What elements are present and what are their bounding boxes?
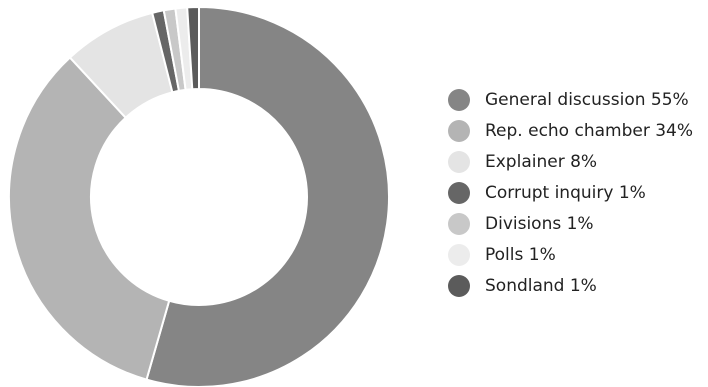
legend-swatch-explainer bbox=[448, 150, 470, 173]
donut-slices bbox=[8, 5, 390, 387]
donut-slice-sondland bbox=[186, 5, 200, 91]
legend-item-explainer: Explainer 8% bbox=[448, 146, 706, 177]
legend-swatch-general-discussion bbox=[448, 88, 470, 111]
legend-item-corrupt-inquiry: Corrupt inquiry 1% bbox=[448, 177, 706, 208]
legend-swatch-sondland bbox=[448, 274, 470, 297]
legend-label-general-discussion: General discussion 55% bbox=[485, 89, 689, 110]
legend-label-sondland: Sondland 1% bbox=[485, 275, 597, 296]
legend-label-explainer: Explainer 8% bbox=[485, 151, 598, 172]
legend-item-rep-echo-chamber: Rep. echo chamber 34% bbox=[448, 115, 706, 146]
legend-item-polls: Polls 1% bbox=[448, 239, 706, 270]
legend-label-divisions: Divisions 1% bbox=[485, 213, 594, 234]
legend-item-general-discussion: General discussion 55% bbox=[448, 84, 706, 115]
legend-label-corrupt-inquiry: Corrupt inquiry 1% bbox=[485, 182, 646, 203]
legend-swatch-polls bbox=[448, 243, 470, 266]
legend-swatch-rep-echo-chamber bbox=[448, 119, 470, 142]
legend-item-divisions: Divisions 1% bbox=[448, 208, 706, 239]
legend-swatch-corrupt-inquiry bbox=[448, 181, 470, 204]
legend-label-polls: Polls 1% bbox=[485, 244, 556, 265]
legend-item-sondland: Sondland 1% bbox=[448, 270, 706, 301]
chart-legend: General discussion 55% Rep. echo chamber… bbox=[448, 84, 706, 301]
legend-swatch-divisions bbox=[448, 212, 470, 235]
legend-label-rep-echo-chamber: Rep. echo chamber 34% bbox=[485, 120, 694, 141]
donut-slice-rep-echo-chamber bbox=[8, 56, 171, 381]
